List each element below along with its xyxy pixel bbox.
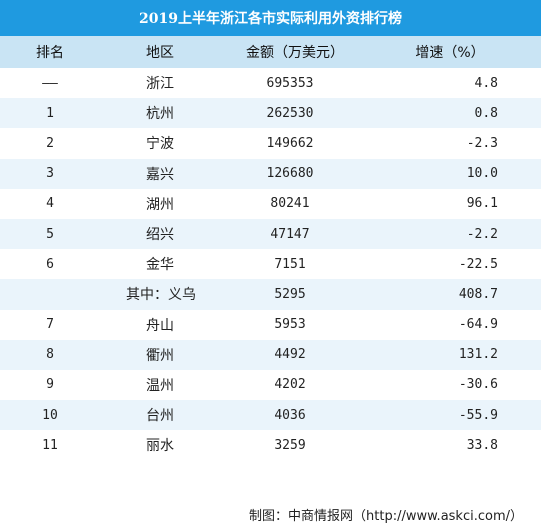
region-cell: 杭州 xyxy=(146,106,174,123)
region-cell: 宁波 xyxy=(146,136,174,153)
header-amount: 金额（万美元） xyxy=(246,45,344,61)
amount-cell: 262530 xyxy=(266,105,314,121)
header-growth: 增速（%） xyxy=(415,45,485,61)
region-cell: 绍兴 xyxy=(146,227,174,244)
growth-cell: -2.3 xyxy=(466,135,498,151)
table-row: 4 湖州 80241 96.1 xyxy=(0,188,541,219)
amount-cell: 4202 xyxy=(274,377,306,393)
table-title: 2019上半年浙江各市实际利用外资排行榜 xyxy=(0,0,541,36)
rank-cell: 5 xyxy=(46,226,54,242)
rank-cell: 10 xyxy=(42,407,58,423)
growth-cell: -64.9 xyxy=(458,317,498,333)
table-row: 9 温州 4202 -30.6 xyxy=(0,369,541,401)
table-row: 2 宁波 149662 -2.3 xyxy=(0,128,541,159)
rank-cell: 11 xyxy=(42,437,58,453)
amount-cell: 5295 xyxy=(274,286,306,302)
region-cell: 温州 xyxy=(146,377,174,394)
rank-cell: 1 xyxy=(46,105,54,121)
table-row: 8 衢州 4492 131.2 xyxy=(0,339,541,370)
growth-cell: 10.0 xyxy=(466,166,498,182)
rank-cell: 3 xyxy=(46,166,54,182)
region-cell: 衢州 xyxy=(146,347,174,364)
region-cell: 舟山 xyxy=(146,317,174,334)
region-cell: 丽水 xyxy=(146,438,174,455)
table-row: 7 舟山 5953 -64.9 xyxy=(0,309,541,340)
amount-cell: 7151 xyxy=(274,256,306,272)
rank-cell: 6 xyxy=(46,256,54,272)
amount-cell: 695353 xyxy=(266,75,314,91)
rank-cell: 7 xyxy=(46,317,54,333)
region-cell: 台州 xyxy=(146,408,174,425)
amount-cell: 5953 xyxy=(274,317,306,333)
rank-cell: —— xyxy=(42,75,58,91)
table-body: —— 浙江 695353 4.8 1 杭州 262530 0.8 2 宁波 149662 -2.3 3 嘉… xyxy=(0,68,541,461)
rank-cell: 8 xyxy=(46,347,54,363)
table-row: 3 嘉兴 126680 10.0 xyxy=(0,158,541,189)
rank-cell xyxy=(0,279,100,309)
growth-cell: 96.1 xyxy=(466,196,498,212)
growth-cell: 131.2 xyxy=(458,347,498,363)
region-cell: 嘉兴 xyxy=(146,166,174,183)
header-rank: 排名 xyxy=(36,45,64,61)
rank-cell: 9 xyxy=(46,377,54,393)
growth-cell: 0.8 xyxy=(474,105,498,121)
growth-cell: -30.6 xyxy=(458,377,498,393)
amount-cell: 47147 xyxy=(270,226,310,242)
amount-cell: 126680 xyxy=(266,166,314,182)
source-footer: 制图：中商情报网（http://www.askci.com/） xyxy=(0,498,541,529)
region-cell: 浙江 xyxy=(146,76,174,93)
amount-cell: 4492 xyxy=(274,347,306,363)
amount-cell: 149662 xyxy=(266,135,314,151)
region-cell: 湖州 xyxy=(146,196,174,213)
region-cell: 金华 xyxy=(146,257,174,274)
growth-cell: 33.8 xyxy=(466,437,498,453)
growth-cell: 4.8 xyxy=(474,75,498,91)
growth-cell: -22.5 xyxy=(458,256,498,272)
amount-cell: 3259 xyxy=(274,437,306,453)
region-cell: 其中：义乌 xyxy=(126,287,196,304)
source-text: 制图：中商情报网（http://www.askci.com/） xyxy=(249,509,523,524)
amount-cell: 4036 xyxy=(274,407,306,423)
growth-cell: -55.9 xyxy=(458,407,498,423)
table-row: 10 台州 4036 -55.9 xyxy=(0,400,541,431)
amount-cell: 80241 xyxy=(270,196,310,212)
table-row: —— 浙江 695353 4.8 xyxy=(0,68,541,99)
rank-cell: 2 xyxy=(46,135,54,151)
table-row: 1 杭州 262530 0.8 xyxy=(0,98,541,129)
header-region: 地区 xyxy=(146,45,174,61)
table-row: 5 绍兴 47147 -2.2 xyxy=(0,218,541,250)
table-header: 排名 地区 金额（万美元） 增速（%） xyxy=(0,36,541,68)
table-row: 11 丽水 3259 33.8 xyxy=(0,430,541,461)
table-row: 6 金华 7151 -22.5 xyxy=(0,249,541,280)
growth-cell: -2.2 xyxy=(466,226,498,242)
rank-cell: 4 xyxy=(46,196,54,212)
growth-cell: 408.7 xyxy=(458,286,498,302)
table-row: 其中：义乌 5295 408.7 xyxy=(0,279,541,310)
